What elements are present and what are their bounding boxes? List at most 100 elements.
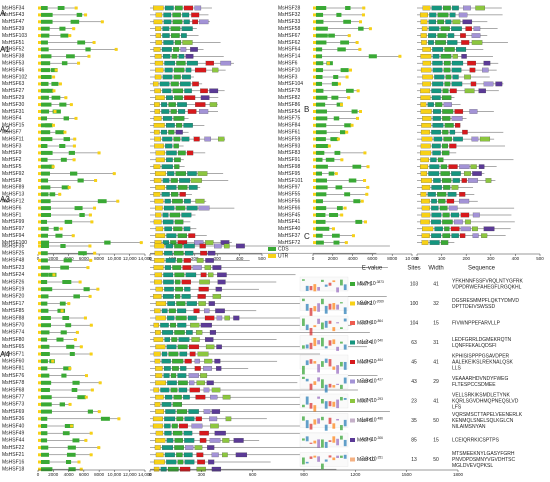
motif-box bbox=[176, 416, 184, 422]
motif-box bbox=[184, 250, 194, 256]
utr bbox=[51, 359, 55, 363]
motif-box bbox=[164, 416, 176, 422]
e-mantissa: 2.0×10 bbox=[361, 320, 377, 326]
motif-box bbox=[446, 198, 455, 204]
utr bbox=[361, 13, 365, 17]
cds bbox=[337, 47, 346, 52]
utr bbox=[313, 54, 316, 58]
motif-box bbox=[454, 122, 461, 128]
cds bbox=[328, 33, 335, 38]
motif-box bbox=[199, 19, 209, 25]
motif-swatch bbox=[350, 301, 355, 306]
motif-box bbox=[441, 143, 448, 149]
logo-letter bbox=[305, 378, 309, 382]
cds bbox=[344, 192, 351, 197]
motif-box bbox=[170, 109, 177, 114]
motif-box bbox=[167, 315, 175, 321]
utr bbox=[89, 431, 93, 435]
logo-letter bbox=[343, 439, 347, 447]
cds bbox=[59, 26, 66, 31]
cds bbox=[316, 157, 323, 162]
gene-name: MsHSF15 bbox=[2, 123, 24, 129]
utr bbox=[97, 410, 101, 414]
motif-box bbox=[422, 47, 431, 52]
cds bbox=[63, 366, 71, 371]
width: 32 bbox=[433, 301, 439, 307]
cds bbox=[41, 47, 49, 52]
motif-box bbox=[193, 308, 200, 314]
motif-box bbox=[211, 409, 221, 414]
logo-letter bbox=[305, 324, 309, 331]
logo-letter bbox=[328, 303, 332, 310]
motif-box bbox=[428, 40, 434, 45]
motif-box bbox=[181, 136, 190, 142]
utr bbox=[38, 280, 41, 284]
motif-box bbox=[155, 205, 163, 211]
cds bbox=[41, 431, 48, 436]
motif-box bbox=[209, 330, 217, 335]
utr bbox=[313, 103, 316, 107]
motif-box bbox=[441, 95, 452, 101]
motif-box bbox=[191, 337, 200, 342]
logo-letter bbox=[317, 456, 320, 462]
sequence: KENMQLSNELSQLKGLCN bbox=[452, 418, 514, 424]
utr bbox=[89, 453, 93, 457]
utr bbox=[69, 103, 73, 107]
motif-box bbox=[464, 74, 471, 80]
sequence: LFS bbox=[452, 404, 462, 410]
motif-box bbox=[452, 74, 459, 80]
motif-box bbox=[175, 205, 186, 211]
motif-box bbox=[431, 5, 442, 11]
utr bbox=[88, 244, 92, 248]
cds bbox=[41, 116, 48, 121]
motif-box bbox=[154, 74, 162, 80]
cds bbox=[41, 424, 48, 428]
motif-box bbox=[153, 47, 161, 52]
motif-box bbox=[461, 53, 467, 59]
motif-box bbox=[431, 88, 442, 94]
motif-box bbox=[199, 438, 207, 443]
gene-name: MsHSF30 bbox=[2, 102, 24, 108]
utr bbox=[86, 266, 90, 270]
cds bbox=[41, 272, 49, 277]
logo bbox=[299, 354, 349, 370]
motif-box bbox=[163, 373, 170, 378]
gene-name: MsHSF34 bbox=[2, 5, 24, 11]
motif-box bbox=[155, 40, 163, 45]
motif-box bbox=[420, 198, 430, 204]
motif-box bbox=[176, 122, 183, 128]
motif-box bbox=[422, 60, 432, 66]
utr bbox=[313, 61, 316, 65]
motif-box bbox=[154, 308, 161, 314]
cds bbox=[41, 213, 51, 217]
motif-box bbox=[478, 164, 485, 170]
motif-box bbox=[155, 33, 162, 38]
e-exponent: -464 bbox=[377, 358, 384, 362]
cds bbox=[63, 137, 70, 142]
gene-name: MsHSF14 bbox=[278, 54, 300, 60]
cds bbox=[41, 366, 48, 371]
motif-box bbox=[451, 116, 463, 121]
cds bbox=[69, 352, 75, 356]
motif-box bbox=[173, 116, 185, 121]
cds bbox=[316, 68, 324, 73]
gene-name: MsHSF77 bbox=[2, 395, 24, 401]
motif-box bbox=[171, 423, 178, 429]
utr bbox=[38, 431, 41, 435]
width: 41 bbox=[433, 398, 439, 404]
gene-name: MsHSF17 bbox=[2, 301, 24, 307]
logo-letter bbox=[313, 455, 317, 458]
motif-box bbox=[154, 272, 163, 278]
utr bbox=[339, 103, 343, 107]
motif-box bbox=[421, 205, 430, 211]
tick-label: 400 bbox=[512, 256, 520, 261]
motif-box bbox=[153, 337, 164, 342]
motif-box bbox=[179, 466, 191, 472]
cds bbox=[333, 75, 339, 79]
logo-letter bbox=[343, 318, 347, 322]
utr bbox=[38, 206, 41, 210]
cds bbox=[41, 416, 48, 421]
sequence: LQNFFEKALQDSFI bbox=[452, 343, 496, 349]
motif-box bbox=[451, 67, 462, 73]
motif-box bbox=[432, 67, 443, 73]
